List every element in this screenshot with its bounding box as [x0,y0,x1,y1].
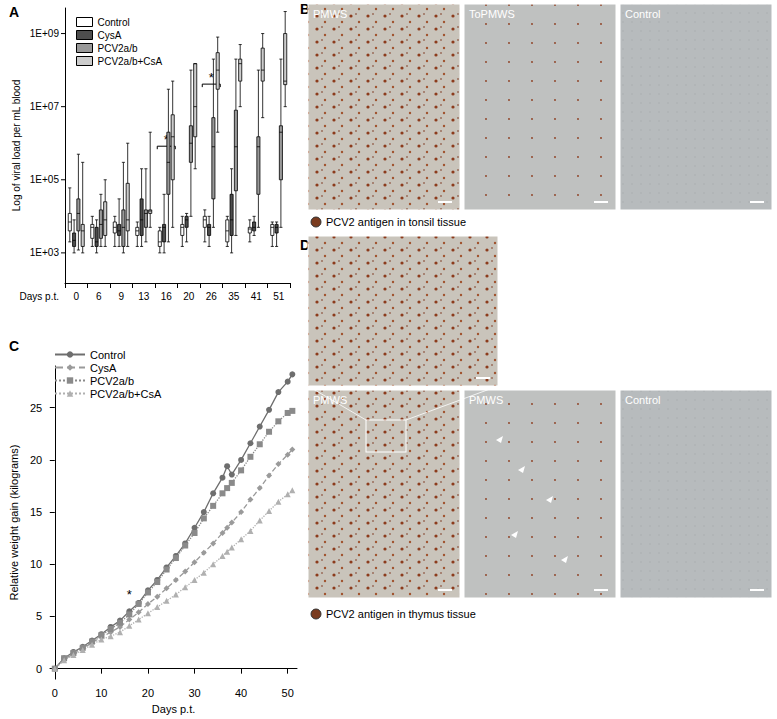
svg-text:B: B [300,1,311,17]
svg-text:10: 10 [95,687,107,699]
svg-text:PCV2 antigen in thymus tissue: PCV2 antigen in thymus tissue [326,608,476,620]
svg-text:16: 16 [161,291,173,302]
svg-text:PCV2a/b: PCV2a/b [90,375,134,387]
svg-text:20: 20 [183,291,195,302]
svg-text:5: 5 [36,610,42,622]
svg-text:0: 0 [52,687,58,699]
svg-text:Days p.t.: Days p.t. [20,291,59,302]
svg-text:PCV2 antigen in tonsil tissue: PCV2 antigen in tonsil tissue [326,216,466,228]
svg-text:PMWS: PMWS [469,394,503,406]
svg-text:9: 9 [118,291,124,302]
svg-text:6: 6 [96,291,102,302]
svg-text:Control: Control [90,349,125,361]
svg-text:PCV2a/b+CsA: PCV2a/b+CsA [90,388,162,400]
svg-text:PCV2a/b+CsA: PCV2a/b+CsA [98,56,163,67]
svg-text:15: 15 [30,506,42,518]
svg-text:1E+07: 1E+07 [30,101,60,112]
svg-text:PMWS: PMWS [313,8,347,20]
svg-text:10: 10 [30,558,42,570]
svg-text:50: 50 [282,687,294,699]
svg-text:1E+03: 1E+03 [30,247,60,258]
svg-text:26: 26 [206,291,218,302]
svg-text:1E+09: 1E+09 [30,28,60,39]
svg-text:Control: Control [625,8,660,20]
svg-text:51: 51 [273,291,285,302]
svg-text:41: 41 [251,291,263,302]
svg-text:A: A [9,4,19,20]
svg-text:*: * [127,587,132,602]
svg-text:C: C [9,338,19,354]
svg-text:Relative weight gain (kilogram: Relative weight gain (kilograms) [8,445,20,601]
svg-text:D: D [300,237,311,253]
svg-text:CysA: CysA [98,30,122,41]
svg-text:Days p.t.: Days p.t. [152,703,195,715]
svg-text:CysA: CysA [90,362,117,374]
svg-text:35: 35 [228,291,240,302]
svg-text:13: 13 [138,291,150,302]
svg-text:20: 20 [30,454,42,466]
svg-text:Log of viral load per mL blood: Log of viral load per mL blood [11,80,22,211]
svg-text:PCV2a/b: PCV2a/b [98,43,138,54]
svg-text:40: 40 [235,687,247,699]
svg-text:20: 20 [142,687,154,699]
svg-text:ToPMWS: ToPMWS [469,8,515,20]
svg-text:Control: Control [625,394,660,406]
svg-text:25: 25 [30,402,42,414]
svg-text:0: 0 [36,663,42,675]
svg-text:1E+05: 1E+05 [30,174,60,185]
svg-text:30: 30 [188,687,200,699]
svg-text:Control: Control [98,17,130,28]
svg-text:PMWS: PMWS [313,394,347,406]
svg-text:0: 0 [73,291,79,302]
